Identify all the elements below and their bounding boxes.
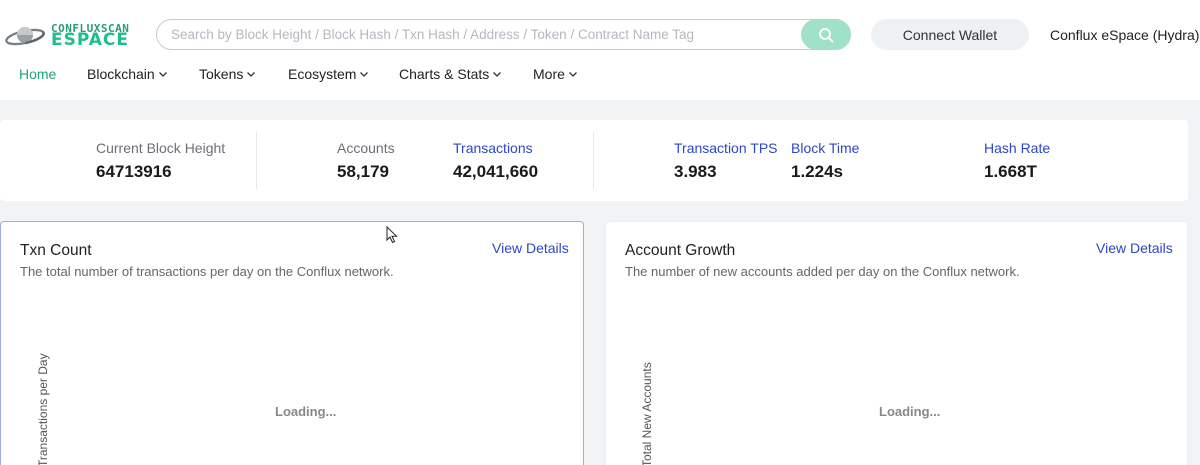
- stat-label[interactable]: Block Time: [791, 140, 860, 156]
- stat-hash-rate[interactable]: Hash Rate 1.668T: [984, 140, 1050, 182]
- search-icon: [819, 27, 834, 42]
- stat-value: 3.983: [674, 162, 717, 181]
- account-growth-card: Account Growth The number of new account…: [605, 221, 1188, 465]
- chevron-down-icon: [360, 72, 369, 77]
- stat-block-time[interactable]: Block Time 1.224s: [791, 140, 859, 182]
- card-title: Account Growth: [625, 242, 736, 259]
- nav-label: Home: [19, 66, 57, 82]
- stats-panel: Current Block Height 64713916 Accounts 5…: [0, 120, 1188, 201]
- page-gutter: [1188, 100, 1200, 465]
- chevron-down-icon: [158, 72, 167, 77]
- card-title: Txn Count: [20, 242, 92, 259]
- chevron-down-icon: [493, 72, 502, 77]
- stats-divider: [256, 132, 257, 189]
- stat-value: 1.224s: [791, 162, 843, 181]
- stat-value: 58,179: [337, 162, 389, 181]
- chart-y-axis-label: Total New Accounts: [640, 362, 654, 465]
- planet-logo-icon: [5, 27, 45, 46]
- nav-label: More: [533, 66, 565, 82]
- chart-y-axis-label: Transactions per Day: [36, 353, 50, 465]
- site-logo[interactable]: CONFLUXSCAN eSpace: [5, 22, 135, 50]
- chart-loading-text: Loading...: [275, 404, 337, 419]
- view-details-link[interactable]: View Details: [492, 240, 569, 256]
- stat-block-height: Current Block Height 64713916: [96, 140, 225, 182]
- nav-more[interactable]: More: [533, 66, 578, 82]
- card-description: The total number of transactions per day…: [20, 264, 394, 279]
- search-input[interactable]: [171, 20, 791, 49]
- nav-ecosystem[interactable]: Ecosystem: [288, 66, 369, 82]
- network-selector[interactable]: Conflux eSpace (Hydra): [1050, 27, 1200, 43]
- chevron-down-icon: [247, 72, 256, 77]
- stat-label[interactable]: Transactions: [453, 140, 533, 156]
- stat-tps[interactable]: Transaction TPS 3.983: [674, 140, 778, 182]
- nav-charts-stats[interactable]: Charts & Stats: [399, 66, 502, 82]
- mouse-pointer-icon: [386, 226, 398, 244]
- nav-tokens[interactable]: Tokens: [199, 66, 256, 82]
- search-bar: [156, 19, 851, 50]
- search-button[interactable]: [801, 19, 851, 50]
- stat-accounts: Accounts 58,179: [337, 140, 395, 182]
- stat-transactions[interactable]: Transactions 42,041,660: [453, 140, 538, 182]
- stat-value: 42,041,660: [453, 162, 539, 181]
- connect-wallet-button[interactable]: Connect Wallet: [871, 19, 1029, 50]
- stats-divider: [593, 132, 594, 189]
- stat-label[interactable]: Hash Rate: [984, 140, 1051, 156]
- stat-label[interactable]: Transaction TPS: [674, 140, 778, 156]
- stat-value: 1.668T: [984, 162, 1037, 181]
- txn-count-card: Txn Count The total number of transactio…: [0, 221, 584, 465]
- chevron-down-icon: [568, 72, 577, 77]
- nav-label: Blockchain: [87, 66, 155, 82]
- brand-main-text: eSpace: [51, 30, 130, 50]
- chart-loading-text: Loading...: [879, 404, 941, 419]
- nav-label: Tokens: [199, 66, 244, 82]
- stat-value: 64713916: [96, 162, 172, 181]
- view-details-link[interactable]: View Details: [1096, 240, 1173, 256]
- card-description: The number of new accounts added per day…: [625, 264, 1020, 279]
- nav-label: Ecosystem: [288, 66, 357, 82]
- stat-label: Accounts: [337, 140, 395, 156]
- nav-label: Charts & Stats: [399, 66, 490, 82]
- nav-home[interactable]: Home: [19, 66, 56, 82]
- header: CONFLUXSCAN eSpace Connect Wallet Conflu…: [0, 0, 1200, 100]
- nav-blockchain[interactable]: Blockchain: [87, 66, 168, 82]
- brand-top-text: CONFLUXSCAN: [51, 22, 130, 35]
- stat-label: Current Block Height: [96, 140, 226, 156]
